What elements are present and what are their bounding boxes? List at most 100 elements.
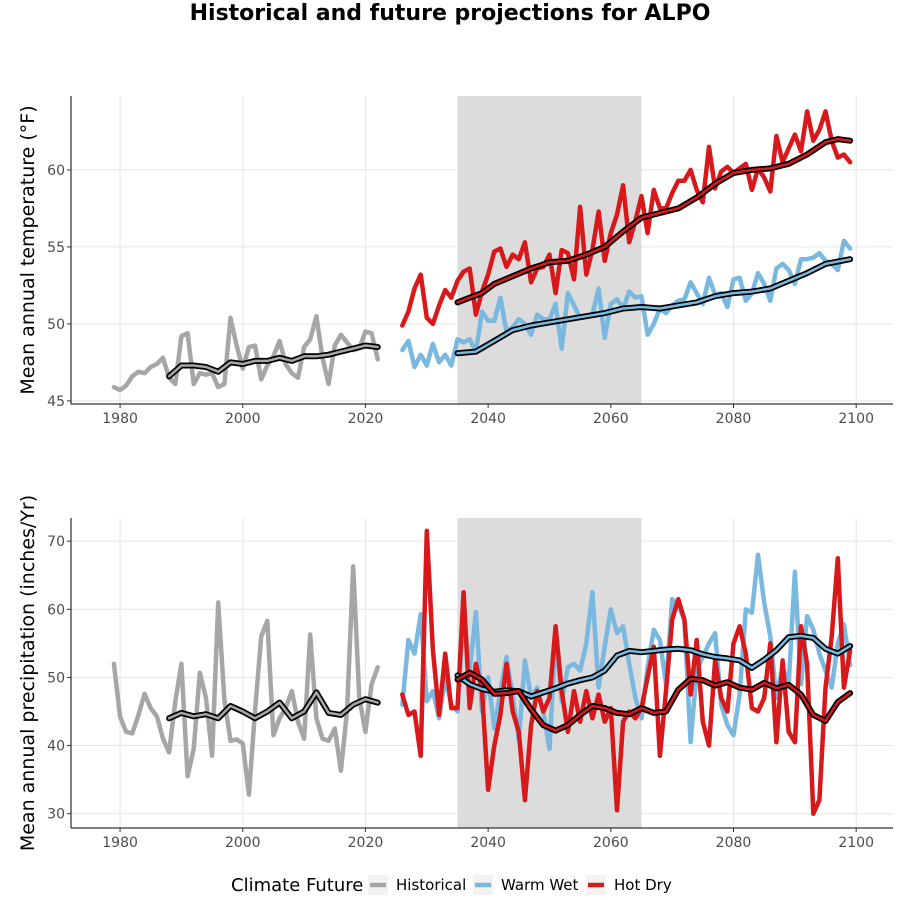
- data-point-hot-dry: [573, 278, 575, 281]
- data-point-historical: [235, 738, 238, 741]
- data-point-warm-wet: [407, 639, 410, 641]
- data-point-warm-wet: [708, 276, 710, 279]
- data-point-hot-dry: [652, 645, 655, 648]
- data-point-hot-dry: [751, 707, 753, 709]
- data-point-historical: [352, 565, 354, 568]
- data-point-hot-dry: [806, 663, 808, 665]
- data-point-historical: [254, 344, 256, 347]
- data-point-hot-dry: [505, 266, 508, 268]
- data-point-hot-dry: [652, 189, 655, 191]
- shaded-period: [457, 96, 642, 404]
- data-point-warm-wet: [708, 642, 710, 645]
- data-point-hot-dry: [450, 707, 453, 709]
- data-point-warm-wet: [499, 296, 502, 299]
- data-point-warm-wet: [812, 256, 815, 259]
- data-point-hot-dry: [401, 324, 404, 327]
- data-point-hot-dry: [763, 697, 765, 699]
- data-point-hot-dry: [628, 241, 631, 244]
- data-point-hot-dry: [812, 139, 815, 142]
- data-point-historical: [143, 692, 146, 695]
- data-point-historical: [358, 697, 361, 699]
- data-point-warm-wet: [652, 323, 655, 325]
- x-tick-label: 2100: [838, 835, 874, 851]
- data-point-warm-wet: [763, 283, 765, 285]
- data-point-hot-dry: [806, 110, 808, 113]
- data-point-warm-wet: [763, 601, 765, 604]
- data-point-warm-wet: [425, 364, 428, 367]
- data-point-hot-dry: [640, 195, 643, 197]
- data-point-warm-wet: [622, 625, 624, 628]
- data-point-historical: [137, 714, 140, 716]
- data-point-hot-dry: [511, 710, 514, 713]
- data-point-warm-wet: [505, 656, 508, 658]
- data-point-historical: [297, 377, 299, 379]
- data-point-historical: [266, 620, 269, 622]
- data-point-warm-wet: [493, 727, 496, 730]
- data-point-hot-dry: [425, 316, 428, 319]
- data-point-historical: [254, 710, 256, 713]
- data-point-hot-dry: [603, 259, 606, 262]
- data-point-warm-wet: [536, 313, 539, 316]
- data-point-hot-dry: [787, 147, 790, 150]
- data-point-hot-dry: [665, 690, 667, 692]
- data-point-historical: [131, 375, 134, 378]
- data-point-hot-dry: [720, 697, 723, 699]
- data-point-historical: [186, 332, 189, 334]
- data-point-hot-dry: [554, 292, 557, 294]
- data-point-hot-dry: [518, 258, 520, 261]
- data-point-warm-wet: [567, 666, 569, 669]
- data-point-historical: [199, 671, 201, 674]
- data-point-hot-dry: [757, 710, 759, 713]
- data-point-warm-wet: [812, 628, 815, 631]
- data-point-hot-dry: [524, 799, 526, 801]
- data-point-warm-wet: [689, 281, 692, 284]
- data-point-historical: [327, 739, 330, 742]
- data-point-warm-wet: [818, 652, 821, 655]
- data-point-hot-dry: [499, 247, 502, 250]
- data-point-warm-wet: [438, 361, 440, 364]
- data-point-historical: [217, 601, 220, 604]
- data-point-warm-wet: [432, 690, 434, 692]
- data-point-hot-dry: [413, 710, 416, 713]
- data-point-warm-wet: [616, 632, 618, 634]
- data-point-historical: [370, 332, 373, 334]
- data-point-historical: [119, 716, 121, 718]
- data-point-hot-dry: [659, 207, 661, 210]
- data-point-hot-dry: [530, 724, 532, 726]
- data-point-warm-wet: [775, 697, 778, 699]
- data-point-historical: [266, 364, 269, 367]
- data-point-warm-wet: [787, 269, 790, 271]
- y-tick-label: 40: [47, 739, 65, 755]
- data-point-historical: [180, 335, 183, 338]
- chart-title: Historical and future projections for AL…: [189, 1, 711, 26]
- data-point-warm-wet: [738, 693, 741, 696]
- data-point-warm-wet: [806, 615, 808, 617]
- data-point-warm-wet: [794, 283, 796, 285]
- data-point-warm-wet: [634, 296, 637, 299]
- data-point-hot-dry: [487, 789, 489, 791]
- data-point-historical: [364, 330, 367, 333]
- data-point-historical: [180, 663, 183, 665]
- smoothed-line-historical: [167, 344, 379, 378]
- y-axis-title: Mean annual precipitation (inches/Yr): [17, 495, 39, 851]
- data-point-hot-dry: [732, 642, 735, 645]
- data-point-warm-wet: [468, 338, 471, 341]
- data-point-hot-dry: [542, 710, 545, 713]
- y-tick-label: 50: [47, 670, 65, 686]
- data-point-warm-wet: [610, 303, 612, 305]
- data-point-historical: [241, 742, 244, 745]
- data-point-hot-dry: [432, 649, 434, 651]
- y-tick-label: 60: [47, 602, 65, 618]
- data-point-historical: [162, 737, 164, 740]
- data-point-warm-wet: [757, 553, 759, 556]
- data-point-hot-dry: [456, 707, 459, 709]
- data-point-historical: [223, 383, 226, 385]
- data-point-hot-dry: [646, 232, 649, 234]
- legend-title: Climate Future: [231, 875, 363, 896]
- data-point-hot-dry: [824, 686, 827, 689]
- data-point-hot-dry: [579, 720, 581, 723]
- x-tick-label: 1980: [102, 411, 138, 427]
- series-line-warm-wet: [400, 238, 853, 370]
- legend-label-hot-dry: Hot Dry: [614, 876, 672, 894]
